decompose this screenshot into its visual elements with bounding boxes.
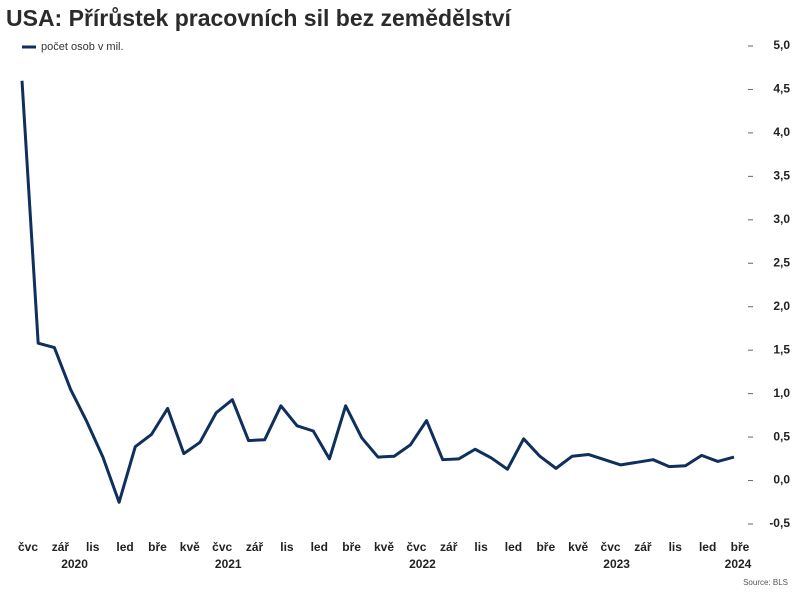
- x-tick-label: zář: [52, 540, 70, 554]
- x-tick-label: kvě: [374, 540, 394, 554]
- year-label: 2022: [409, 557, 436, 571]
- line-series: [20, 80, 735, 504]
- year-label: 2020: [61, 557, 88, 571]
- x-tick-label: čvc: [601, 540, 621, 554]
- x-tick-label: čvc: [18, 540, 38, 554]
- y-tick-label: 3,5: [773, 169, 790, 183]
- x-tick-label: čvc: [212, 540, 232, 554]
- x-tick-label: kvě: [568, 540, 588, 554]
- y-tick-label: 4,5: [773, 82, 790, 96]
- y-tick-label: 4,0: [773, 125, 790, 139]
- y-tick-label: 2,0: [773, 299, 790, 313]
- y-tick-label: 5,0: [773, 38, 790, 52]
- x-tick-label: kvě: [180, 540, 200, 554]
- x-tick-label: lis: [669, 540, 683, 554]
- chart-title: USA: Přírůstek pracovních sil bez zemědě…: [6, 5, 513, 31]
- year-label: 2021: [215, 557, 242, 571]
- x-tick-label: čvc: [406, 540, 426, 554]
- x-tick-label: led: [505, 540, 522, 554]
- y-tick-label: 2,5: [773, 255, 790, 269]
- source: Source: BLS: [743, 578, 788, 587]
- x-tick-label: bře: [731, 540, 750, 554]
- x-tick-label: zář: [634, 540, 652, 554]
- y-tick-label: 0,5: [773, 429, 790, 443]
- x-tick-label: lis: [474, 540, 488, 554]
- x-tick-label: zář: [246, 540, 264, 554]
- year-label: 2023: [603, 557, 630, 571]
- x-tick-label: bře: [342, 540, 361, 554]
- y-tick-label: 0,0: [773, 473, 790, 487]
- y-tick-label: -0,5: [769, 516, 790, 530]
- x-tick-label: zář: [440, 540, 458, 554]
- y-tick-label: 1,0: [773, 386, 790, 400]
- year-label: 2024: [725, 557, 752, 571]
- x-tick-label: lis: [86, 540, 100, 554]
- x-tick-label: bře: [148, 540, 167, 554]
- x-tick-label: led: [311, 540, 328, 554]
- x-tick-label: led: [699, 540, 716, 554]
- x-tick-label: lis: [280, 540, 294, 554]
- x-tick-label: led: [116, 540, 133, 554]
- legend-label: počet osob v mil.: [41, 41, 124, 53]
- y-tick-label: 3,0: [773, 212, 790, 226]
- x-tick-label: bře: [536, 540, 555, 554]
- y-tick-label: 1,5: [773, 342, 790, 356]
